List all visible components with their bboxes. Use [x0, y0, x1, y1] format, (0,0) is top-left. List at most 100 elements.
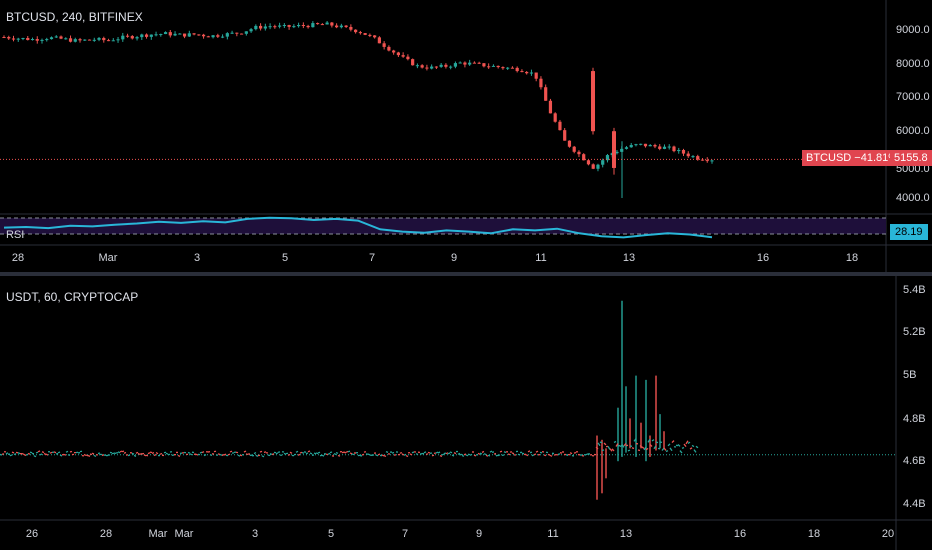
usdt-line-segment — [493, 452, 497, 455]
candle-body — [182, 33, 187, 37]
candle-body — [449, 66, 453, 68]
usdt-line-segment — [165, 452, 169, 455]
usdt-line-segment — [155, 452, 159, 455]
usdt-line-segment — [403, 453, 407, 456]
usdt-line-segment — [613, 440, 617, 444]
last-price-value-tag: 5155.8 — [890, 150, 932, 166]
candle-body — [330, 22, 334, 26]
candle-body — [83, 39, 87, 41]
candle-body — [263, 26, 267, 29]
usdt-line-segment — [299, 451, 303, 454]
usdt-line-segment — [201, 451, 205, 454]
usdt-line-segment — [463, 453, 467, 456]
candle-body — [639, 143, 643, 145]
usdt-line-segment — [329, 451, 333, 454]
candle-body — [192, 33, 196, 35]
usdt-line-segment — [671, 440, 675, 444]
candle-body — [672, 146, 676, 152]
usdt-line-segment — [243, 450, 247, 453]
candle-body — [102, 37, 106, 41]
usdt-line-segment — [689, 447, 693, 450]
usdt-line-segment — [535, 450, 539, 453]
usdt-line-segment — [479, 452, 483, 455]
candle-body — [154, 34, 158, 36]
usdt-line-segment — [451, 454, 455, 457]
usdt-line-segment — [315, 452, 319, 455]
btcusd-chart[interactable] — [0, 0, 932, 272]
usdt-line-segment — [277, 451, 281, 453]
usdt-line-segment — [517, 453, 521, 456]
date-tick: 26 — [25, 528, 39, 540]
date-tick: 28 — [11, 252, 25, 264]
candle-body — [349, 26, 353, 30]
date-tick: 7 — [401, 528, 409, 540]
candle-body — [377, 37, 381, 44]
candle-body — [572, 146, 576, 152]
rsi-indicator-label[interactable]: RSI — [6, 229, 25, 241]
candle-body — [373, 35, 377, 38]
usdt-line-segment — [633, 438, 637, 442]
candle-body — [273, 26, 277, 28]
usdt-line-segment — [259, 450, 263, 453]
pane-separator[interactable] — [0, 272, 932, 276]
usdt-line-segment — [529, 451, 533, 454]
price-tick-9000: 9000.0 — [896, 24, 930, 36]
usdt-line-segment — [683, 443, 687, 448]
usdt-line-segment — [59, 454, 63, 457]
usdt-line-segment — [199, 451, 203, 454]
candle-body — [662, 146, 667, 149]
candle-body — [648, 145, 652, 147]
date-tick: 7 — [368, 252, 376, 264]
candle-body — [225, 33, 229, 37]
candle-body — [168, 32, 172, 36]
usdt-line-segment — [611, 448, 615, 452]
usdt-line-segment — [483, 453, 487, 456]
candle-body — [406, 56, 410, 60]
date-tick: 16 — [733, 528, 747, 540]
candle-body — [301, 25, 305, 27]
date-tick: 3 — [251, 528, 259, 540]
usdt-line-segment — [405, 454, 409, 458]
candle-body — [87, 39, 92, 41]
usdt-chart-title: USDT, 60, CRYPTOCAP — [6, 290, 139, 304]
usdt-line-segment — [597, 442, 601, 447]
usdt-line-segment — [295, 450, 299, 453]
rsi-line — [3, 216, 713, 239]
usdt-line-segment — [287, 453, 291, 456]
usdt-line-segment — [253, 451, 257, 455]
usdt-line-segment — [203, 454, 207, 457]
usdt-line-segment — [643, 446, 647, 451]
usdt-line-segment — [603, 442, 607, 446]
usdt-pane[interactable]: USDT, 60, CRYPTOCAP 5.4B 5.2B 5B 4.8B 4.… — [0, 276, 932, 550]
usdt-line-segment — [547, 453, 551, 456]
usdt-line-segment — [655, 441, 659, 444]
candle-body — [425, 67, 429, 69]
usdt-line-segment — [649, 444, 653, 447]
usdt-chart[interactable] — [0, 276, 932, 550]
candle-body — [482, 63, 486, 67]
date-tick: 16 — [756, 252, 770, 264]
usdt-line-segment — [229, 450, 233, 453]
candle-body — [529, 72, 534, 74]
usdt-line-segment — [437, 451, 441, 454]
candle-body — [629, 145, 633, 148]
usdt-line-segment — [615, 443, 619, 447]
usdt-line-segment — [27, 452, 31, 455]
date-tick: 9 — [450, 252, 458, 264]
usdt-line-segment — [137, 452, 141, 456]
btcusd-pane[interactable]: BTCUSD, 240, BITFINEX 9000.0 8000.0 7000… — [0, 0, 932, 272]
candle-body — [363, 33, 367, 35]
usdt-line-segment — [645, 447, 649, 451]
usdt-line-segment — [37, 450, 41, 453]
usdt-line-segment — [453, 452, 457, 455]
usdt-line-segment — [135, 451, 139, 454]
usdt-line-segment — [641, 446, 645, 450]
usdt-line-segment — [477, 452, 481, 455]
candle-body — [643, 143, 648, 147]
usdt-line-segment — [487, 454, 491, 457]
candle-body — [596, 164, 600, 169]
candle-body — [415, 65, 419, 67]
usdt-line-segment — [271, 453, 275, 456]
candle-body — [306, 25, 310, 28]
usdt-line-segment — [131, 452, 135, 455]
